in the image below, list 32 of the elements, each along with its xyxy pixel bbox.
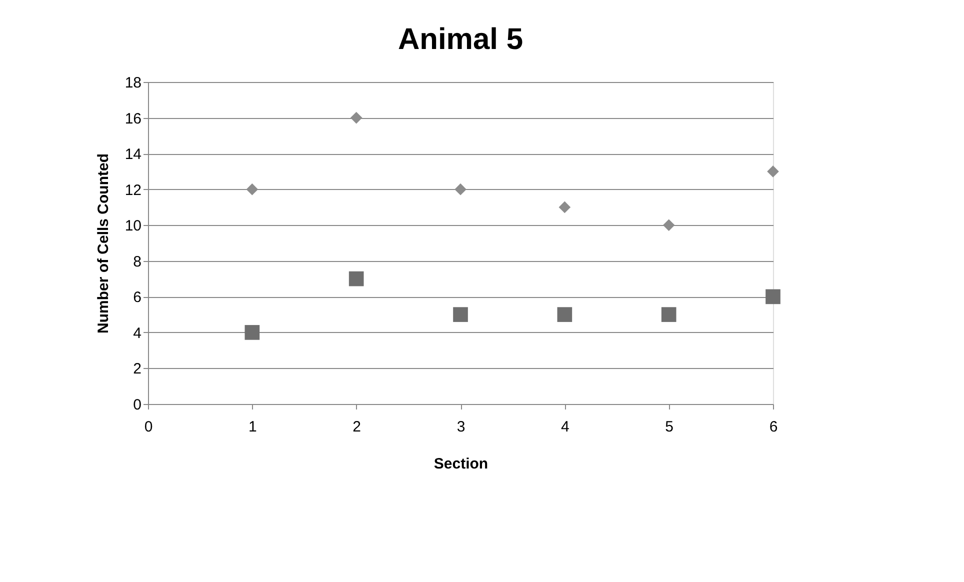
point [348, 271, 364, 286]
point [246, 183, 258, 196]
x-tick-label: 6 [769, 418, 778, 436]
point [766, 289, 780, 304]
x-tick-label: 4 [560, 418, 570, 436]
point [454, 183, 466, 196]
y-axis-title: Number of Cells Counted [94, 153, 112, 334]
point [767, 166, 779, 178]
x-tick-label: 1 [248, 418, 257, 436]
point [453, 307, 468, 322]
point [244, 325, 260, 340]
point [558, 201, 571, 214]
y-tick-label: 4 [133, 324, 142, 342]
point [350, 112, 362, 124]
point [662, 219, 675, 232]
y-tick-label: 6 [133, 289, 142, 306]
x-tick-label: 2 [352, 418, 362, 436]
y-tick-label: 16 [124, 110, 142, 128]
y-tick-label: 8 [133, 253, 142, 270]
chart-title: Animal 5 [398, 23, 524, 56]
y-tick-label: 0 [133, 396, 142, 414]
y-tick-label: 14 [124, 146, 142, 164]
point [661, 307, 676, 322]
y-tick-label: 12 [124, 182, 142, 199]
y-tick-label: 10 [124, 218, 142, 235]
x-tick-label: 5 [665, 418, 674, 436]
x-axis-title: Section [434, 456, 488, 472]
y-tick-label: 18 [124, 74, 142, 92]
y-tick-label: 2 [133, 360, 142, 378]
x-tick-label: 0 [144, 418, 153, 436]
x-tick-label: 3 [456, 418, 466, 436]
point [557, 307, 572, 322]
